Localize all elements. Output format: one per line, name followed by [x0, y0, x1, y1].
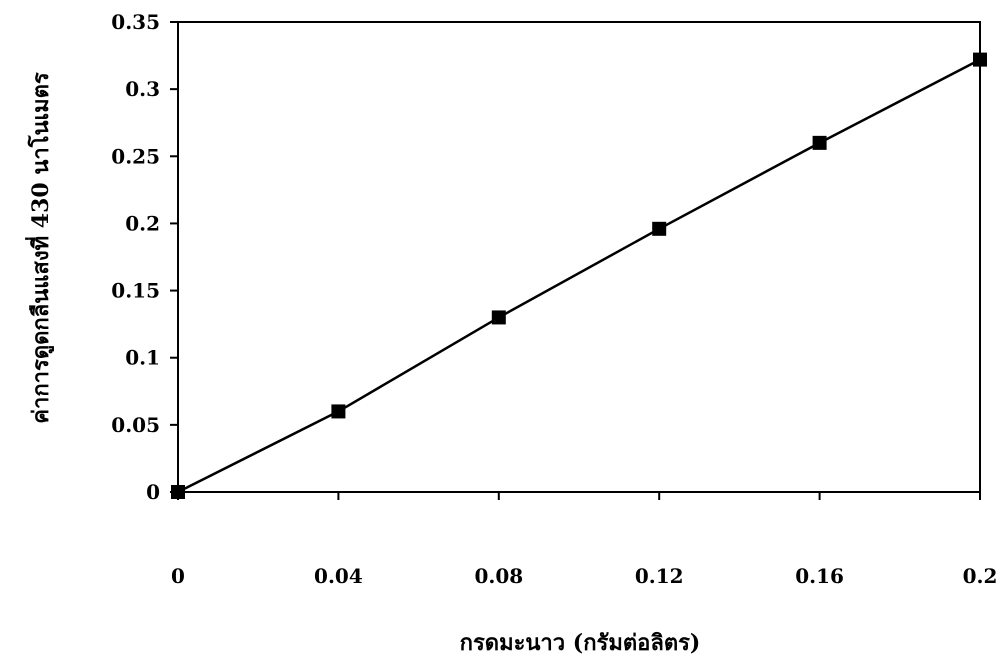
data-point-marker	[652, 221, 667, 236]
x-tick-label: 0.2	[963, 564, 998, 588]
y-tick-label: 0.1	[125, 346, 160, 370]
y-tick-label: 0.2	[125, 211, 160, 235]
x-axis-ticks: 0 0.04 0.08 0.12 0.16 0.2	[171, 492, 997, 588]
x-tick-label: 0.12	[635, 564, 684, 588]
series-line	[177, 58, 981, 494]
x-tick-label: 0.16	[795, 564, 844, 588]
data-point-marker	[171, 485, 185, 499]
data-point-marker	[973, 52, 987, 67]
y-tick-label: 0.3	[125, 77, 160, 101]
plot-frame	[177, 21, 981, 493]
y-tick-label: 0	[146, 480, 160, 504]
plot-area-border	[177, 21, 981, 493]
x-tick-label: 0	[171, 564, 185, 588]
y-tick-label: 0.25	[111, 144, 160, 168]
y-axis-ticks: 0 0.05 0.1 0.15 0.2 0.25 0.3 0.35	[111, 10, 178, 504]
y-tick-label: 0.05	[111, 413, 160, 437]
data-point-marker	[812, 135, 827, 150]
x-axis-title: กรดมะนาว (กรัมต่อลิตร)	[460, 630, 701, 656]
y-axis-title: ค่าการดูดกลืนแสงที่ 430 นาโนเมตร	[24, 72, 55, 424]
x-tick-label: 0.04	[314, 564, 363, 588]
y-tick-label: 0.35	[111, 10, 160, 34]
data-point-marker	[491, 310, 506, 325]
y-tick-label: 0.15	[111, 279, 160, 303]
series-layer	[171, 52, 987, 499]
data-point-marker	[331, 404, 346, 419]
x-tick-label: 0.08	[474, 564, 523, 588]
